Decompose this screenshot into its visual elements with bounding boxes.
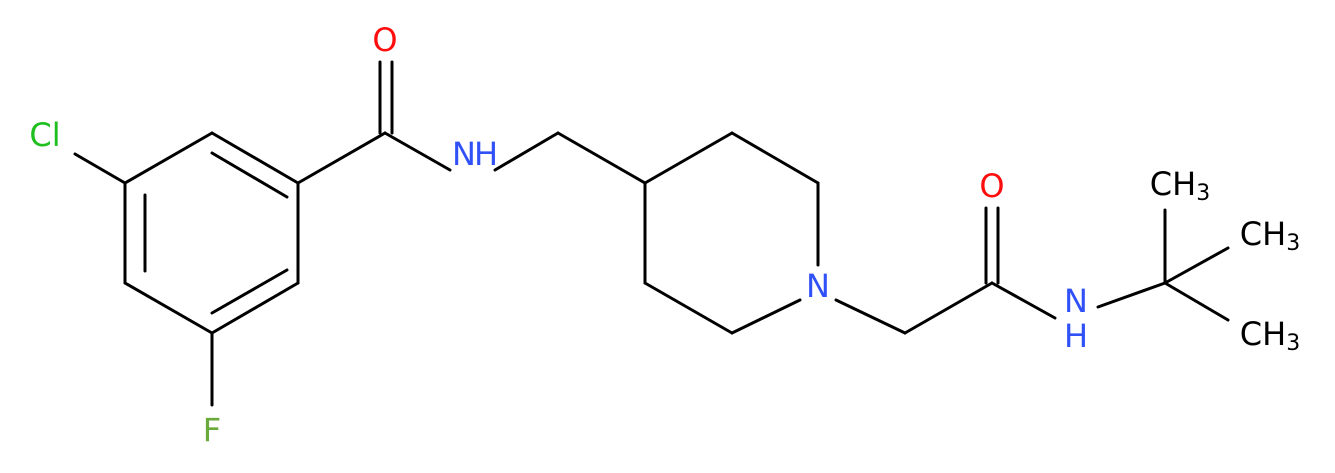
atom-label: Cl <box>29 116 60 154</box>
methyl-label: CH3 <box>1240 215 1300 256</box>
methyl-label: CH3 <box>1240 315 1300 356</box>
atom-label: H <box>474 135 498 173</box>
methyl-main: CH <box>1150 165 1196 203</box>
methyl-label: CH3 <box>1150 165 1210 206</box>
bonds <box>73 60 1230 407</box>
atom-labels: O Cl N H F N O N H CH3 CH3 CH3 <box>29 21 1300 449</box>
atom-label: O <box>372 21 397 59</box>
atom-label: N <box>1064 282 1088 320</box>
methyl-sub: 3 <box>1196 181 1210 206</box>
atom-label: H <box>1064 317 1088 355</box>
atom-label: N <box>452 135 476 173</box>
methyl-sub: 3 <box>1286 331 1300 356</box>
methyl-main: CH <box>1240 215 1286 253</box>
methyl-sub: 3 <box>1286 231 1300 256</box>
atom-label: N <box>806 267 830 305</box>
methyl-main: CH <box>1240 315 1286 353</box>
atom-label: O <box>979 167 1004 205</box>
atom-label: F <box>203 411 221 449</box>
